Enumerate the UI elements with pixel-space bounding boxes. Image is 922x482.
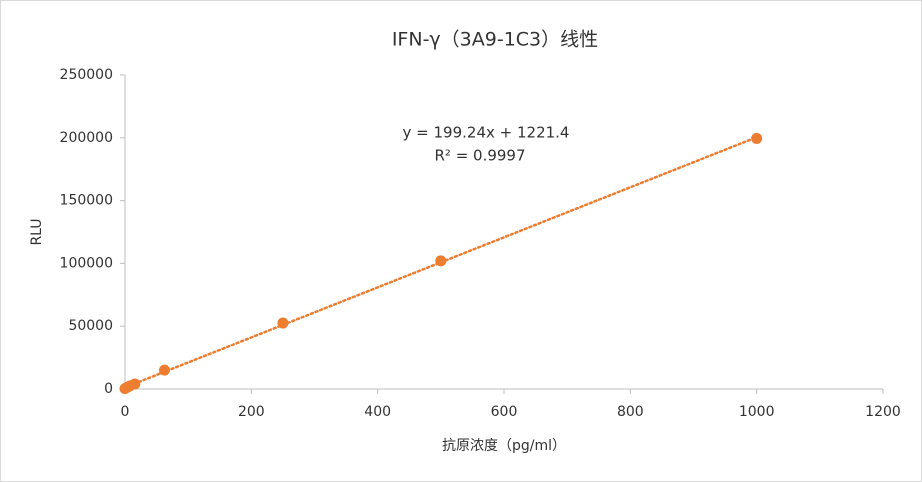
x-tick-label: 600 <box>491 404 518 420</box>
x-tick-label: 800 <box>617 404 644 420</box>
x-tick-label: 1200 <box>865 404 901 420</box>
y-tick-label: 250000 <box>60 67 113 83</box>
trendline-r-squared: R² = 0.9997 <box>434 147 525 165</box>
y-tick-label: 0 <box>104 381 113 397</box>
chart-title: IFN-γ（3A9-1C3）线性 <box>392 29 598 51</box>
point <box>129 378 141 390</box>
point <box>277 317 289 329</box>
x-tick-label: 200 <box>238 404 265 420</box>
trendline-equation: y = 199.24x + 1221.4 <box>403 124 570 142</box>
y-axis-label: RLU <box>29 218 45 245</box>
y-tick-label: 50000 <box>68 318 113 334</box>
x-tick-label: 1000 <box>739 404 775 420</box>
y-tick-label: 150000 <box>60 193 113 209</box>
point <box>158 364 170 376</box>
x-tick-label: 400 <box>364 404 391 420</box>
y-tick-label: 200000 <box>60 130 113 146</box>
x-tick-label: 0 <box>121 404 130 420</box>
point <box>435 255 447 267</box>
point <box>751 132 763 144</box>
x-axis-label: 抗原浓度（pg/ml） <box>442 438 566 454</box>
y-tick-label: 100000 <box>60 255 113 271</box>
